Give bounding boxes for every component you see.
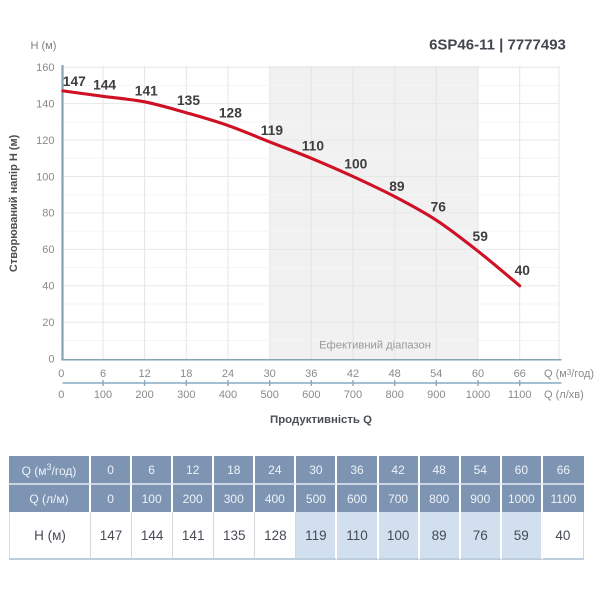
svg-text:1100: 1100 [508,389,532,401]
svg-text:80: 80 [42,208,54,220]
svg-text:135: 135 [177,93,200,108]
svg-text:Створюваний напір H (м): Створюваний напір H (м) [8,134,20,272]
svg-text:48: 48 [389,368,401,380]
svg-text:200: 200 [135,389,153,401]
svg-text:89: 89 [389,179,405,194]
svg-text:18: 18 [180,368,192,380]
svg-text:54: 54 [430,368,442,380]
svg-text:144: 144 [93,77,116,92]
svg-text:140: 140 [36,98,54,110]
svg-text:6SP46-11 | 7777493: 6SP46-11 | 7777493 [429,36,566,53]
svg-text:119: 119 [261,123,284,138]
svg-text:59: 59 [473,229,489,244]
svg-text:36: 36 [305,368,317,380]
svg-text:42: 42 [347,368,359,380]
svg-text:Ефективний діапазон: Ефективний діапазон [319,339,431,351]
svg-text:120: 120 [36,135,54,147]
svg-text:12: 12 [138,368,150,380]
svg-text:800: 800 [386,389,404,401]
svg-text:900: 900 [427,389,445,401]
svg-text:400: 400 [219,389,237,401]
svg-text:76: 76 [431,199,447,214]
svg-text:30: 30 [264,368,276,380]
svg-text:0: 0 [48,354,54,366]
svg-text:141: 141 [135,84,158,99]
svg-text:500: 500 [261,389,279,401]
svg-text:6: 6 [100,368,106,380]
svg-text:20: 20 [42,317,54,329]
svg-text:700: 700 [344,389,362,401]
svg-text:0: 0 [58,389,64,401]
svg-text:66: 66 [514,368,526,380]
svg-text:40: 40 [515,263,531,278]
svg-text:40: 40 [42,281,54,293]
svg-text:100: 100 [36,171,54,183]
svg-text:100: 100 [344,157,367,172]
svg-text:110: 110 [302,139,325,154]
svg-text:128: 128 [219,106,242,121]
svg-text:Q (л/хв): Q (л/хв) [544,389,584,401]
svg-text:H (м): H (м) [31,40,57,52]
svg-text:600: 600 [302,389,320,401]
svg-text:Продуктивність Q: Продуктивність Q [270,414,372,426]
svg-text:147: 147 [63,74,86,89]
svg-text:100: 100 [94,389,112,401]
svg-text:300: 300 [177,389,195,401]
svg-text:60: 60 [472,368,484,380]
svg-text:60: 60 [42,244,54,256]
svg-text:1000: 1000 [466,389,490,401]
svg-text:160: 160 [36,62,54,74]
svg-text:24: 24 [222,368,234,380]
svg-text:0: 0 [58,368,64,380]
svg-text:Q (м3/год): Q (м3/год) [544,368,594,380]
